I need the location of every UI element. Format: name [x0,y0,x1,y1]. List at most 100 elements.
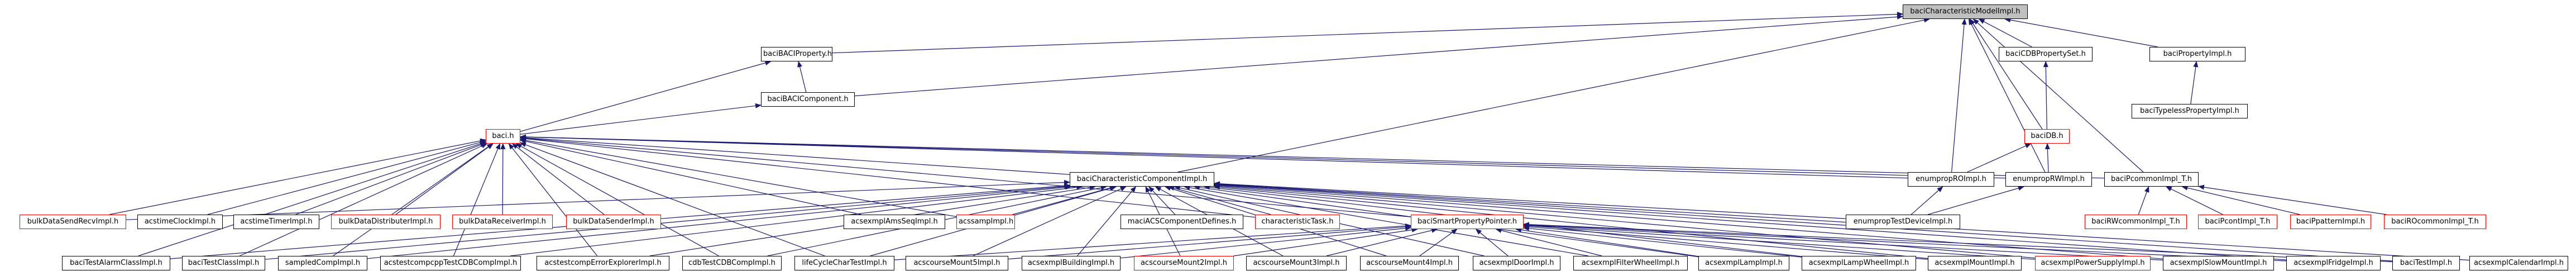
graph-node-bddistrib[interactable]: bulkDataDistributerImpl.h [331,215,440,229]
dependency-edge-enumro-to-bacidb [1967,143,2032,173]
graph-node-label: acsexmplPowerSupplyImpl.h [2041,259,2145,267]
graph-node-mount3[interactable]: acscourseMount3Impl.h [1246,256,1347,270]
graph-node-smartptr[interactable]: baciSmartPropertyPointer.h [1411,215,1524,229]
dependency-edge-lamp-to-smartptr [1515,227,1699,257]
graph-node-label: acsexmplBuildingImpl.h [1027,259,1115,267]
graph-node-ppattern[interactable]: baciPpatternImpl.h [2290,215,2371,229]
dependency-edge-pcommon-to-model [1972,18,2144,173]
graph-node-cdbtest[interactable]: cdbTestCDBCompImpl.h [682,256,782,270]
dependency-edge-macidef-to-charcomp [1148,186,1176,215]
graph-node-enumrw[interactable]: enumpropRWImpl.h [2005,172,2092,187]
graph-node-label: baciDB.h [2031,132,2063,140]
graph-node-chartask[interactable]: characteristicTask.h [1255,215,1340,229]
graph-node-propimpl[interactable]: baciPropertyImpl.h [2149,47,2245,61]
dependency-edge-bacidb-to-model [1969,18,2043,130]
graph-node-model[interactable]: baciCharacteristicModelImpl.h [1903,4,2028,19]
graph-node-label: bulkDataReceiverImpl.h [459,217,546,226]
graph-node-label: acsexmplMountImpl.h [1935,259,2015,267]
graph-node-clock[interactable]: acstimeClockImpl.h [137,215,223,229]
dependency-edge-pcommon-to-baci [520,134,2105,179]
dependency-edge-enumtest-to-enumrw [1927,186,2024,215]
graph-node-errorexp[interactable]: acstestcompErrorExplorerImpl.h [537,256,669,270]
graph-node-bacicomp[interactable]: baciBACIComponent.h [761,92,855,107]
dependency-edge-bddistrib-to-baci [395,143,494,215]
graph-node-enumtest[interactable]: enumpropTestDeviceImpl.h [1846,215,1960,229]
graph-node-testalarm[interactable]: baciTestAlarmClassImpl.h [62,256,170,270]
graph-node-bacidb[interactable]: baciDB.h [2024,129,2070,144]
graph-node-label: acstimeClockImpl.h [144,217,216,226]
dependency-edge-enumrw-to-baci [520,134,2006,179]
graph-node-pcommon[interactable]: baciPcommonImpl_T.h [2104,172,2199,187]
graph-node-cdbpropset[interactable]: baciCDBPropertySet.h [1999,47,2093,61]
graph-node-filterwheel[interactable]: acsexmplFilterWheelImpl.h [1573,256,1688,270]
dependency-edge-enumrw-to-bacidb [2044,143,2050,173]
graph-node-label: enumpropTestDeviceImpl.h [1853,217,1953,226]
graph-node-label: baciPpatternImpl.h [2296,217,2366,226]
graph-node-label: baciBACIProperty.h [763,50,832,58]
graph-node-door[interactable]: acsexmplDoorImpl.h [1473,256,1560,270]
dependency-edge-lifecycle-to-smartptr [894,223,1411,260]
graph-node-label: acstestcompcppTestCDBCompImpl.h [384,259,518,267]
graph-node-slowmount[interactable]: acsexmplSlowMountImpl.h [2163,256,2274,270]
graph-node-lamp[interactable]: acsexmplLampImpl.h [1698,256,1789,270]
graph-node-label: baciTypelessPropertyImpl.h [2140,107,2239,115]
dependency-edge-testalarm-to-baci [138,141,486,256]
graph-node-amsseq[interactable]: acsexmplAmsSeqImpl.h [844,215,945,229]
graph-node-label: baciPcontImpl_T.h [2205,217,2271,226]
graph-node-baciprop[interactable]: baciBACIProperty.h [761,47,832,61]
graph-node-mount4[interactable]: acscourseMount4Impl.h [1360,256,1459,270]
graph-node-mountimpl[interactable]: acsexmplMountImpl.h [1928,256,2022,270]
dependency-edge-filterwheel-to-charcomp [1184,185,1588,256]
graph-node-rocommon[interactable]: baciROcommonImpl_T.h [2384,215,2486,229]
graph-node-macidef[interactable]: maciACSComponentDefines.h [1121,215,1243,229]
graph-node-bdrecv[interactable]: bulkDataReceiverImpl.h [452,215,553,229]
dependency-edge-cdbpropset-to-model [1978,18,2032,47]
dependency-edge-sampled-to-charcomp [367,184,1072,259]
graph-node-baci[interactable]: baci.h [486,129,520,144]
graph-node-lifecycle[interactable]: lifeCycleCharTestImpl.h [794,256,894,270]
graph-node-powersupply[interactable]: acsexmplPowerSupplyImpl.h [2035,256,2151,270]
graph-node-mount2[interactable]: acscourseMount2Impl.h [1134,256,1234,270]
graph-node-charcomp[interactable]: baciCharacteristicComponentImpl.h [1070,172,1214,187]
graph-node-pcont[interactable]: baciPcontImpl_T.h [2198,215,2277,229]
graph-node-cdbcomp[interactable]: acstestcompcppTestCDBCompImpl.h [380,256,521,270]
dependency-edge-building-to-smartptr [1120,226,1411,259]
graph-node-mount5[interactable]: acscourseMount5Impl.h [906,256,1008,270]
graph-node-label: baciTestClassImpl.h [188,259,260,267]
dependency-edge-rwcommon-to-pcommon [2138,186,2149,215]
graph-node-testclass[interactable]: baciTestClassImpl.h [182,256,265,270]
dependency-edge-charcomp-to-model [1177,17,1931,173]
graph-node-bacitest[interactable]: baciTestImpl.h [2392,256,2460,270]
graph-node-sampled[interactable]: sampledCompImpl.h [278,256,367,270]
graph-node-fridge[interactable]: acsexmplFridgeImpl.h [2286,256,2381,270]
dependency-edge-bdsend-to-baci [512,143,605,215]
graph-node-lampwheel[interactable]: acsexmplLampWheelImpl.h [1802,256,1916,270]
graph-node-building[interactable]: acsexmplBuildingImpl.h [1022,256,1121,270]
graph-node-bdsend[interactable]: bulkDataSenderImpl.h [566,215,661,229]
graph-node-rwcommon[interactable]: baciRWcommonImpl_T.h [2085,215,2187,229]
graph-node-label: bulkDataDistributerImpl.h [338,217,433,226]
graph-node-calendar[interactable]: acsexmplCalendarImpl.h [2469,256,2568,270]
dependency-edge-bacidb-to-cdbpropset [2043,61,2048,130]
dependency-edge-mountimpl-to-charcomp [1213,184,1928,259]
graph-node-label: baciTestAlarmClassImpl.h [70,259,162,267]
dependency-edge-clock-to-baci [207,140,486,215]
graph-node-label: baciCharacteristicModelImpl.h [1910,7,2020,16]
graph-node-enumro[interactable]: enumpropROImpl.h [1908,172,1994,187]
graph-node-label: enumpropRWImpl.h [2013,175,2085,183]
graph-node-acssamp[interactable]: acssampImpl.h [956,215,1015,229]
dependency-edge-lifecycle-to-baci [520,142,825,256]
dependency-edge-timer-to-baci [295,142,486,215]
dependency-edge-enumro-to-model [1951,18,1967,173]
dependency-edge-mount5-to-smartptr [1008,224,1411,260]
graph-node-bdsendrecv[interactable]: bulkDataSendRecvImpl.h [20,215,126,229]
graph-node-label: baciTestImpl.h [2400,259,2453,267]
graph-node-label: acsexmplDoorImpl.h [1479,259,1554,267]
dependency-edge-ppattern-to-pcommon [2181,185,2300,215]
graph-node-timer[interactable]: acstimeTimerImpl.h [233,215,319,229]
dependency-edge-enumtest-to-charcomp [1214,181,1846,219]
graph-node-label: acsexmplSlowMountImpl.h [2170,259,2267,267]
dependency-edge-rocommon-to-pcommon [2198,184,2387,215]
graph-node-label: bulkDataSenderImpl.h [573,217,654,226]
graph-node-typeless[interactable]: baciTypelessPropertyImpl.h [2132,104,2248,118]
